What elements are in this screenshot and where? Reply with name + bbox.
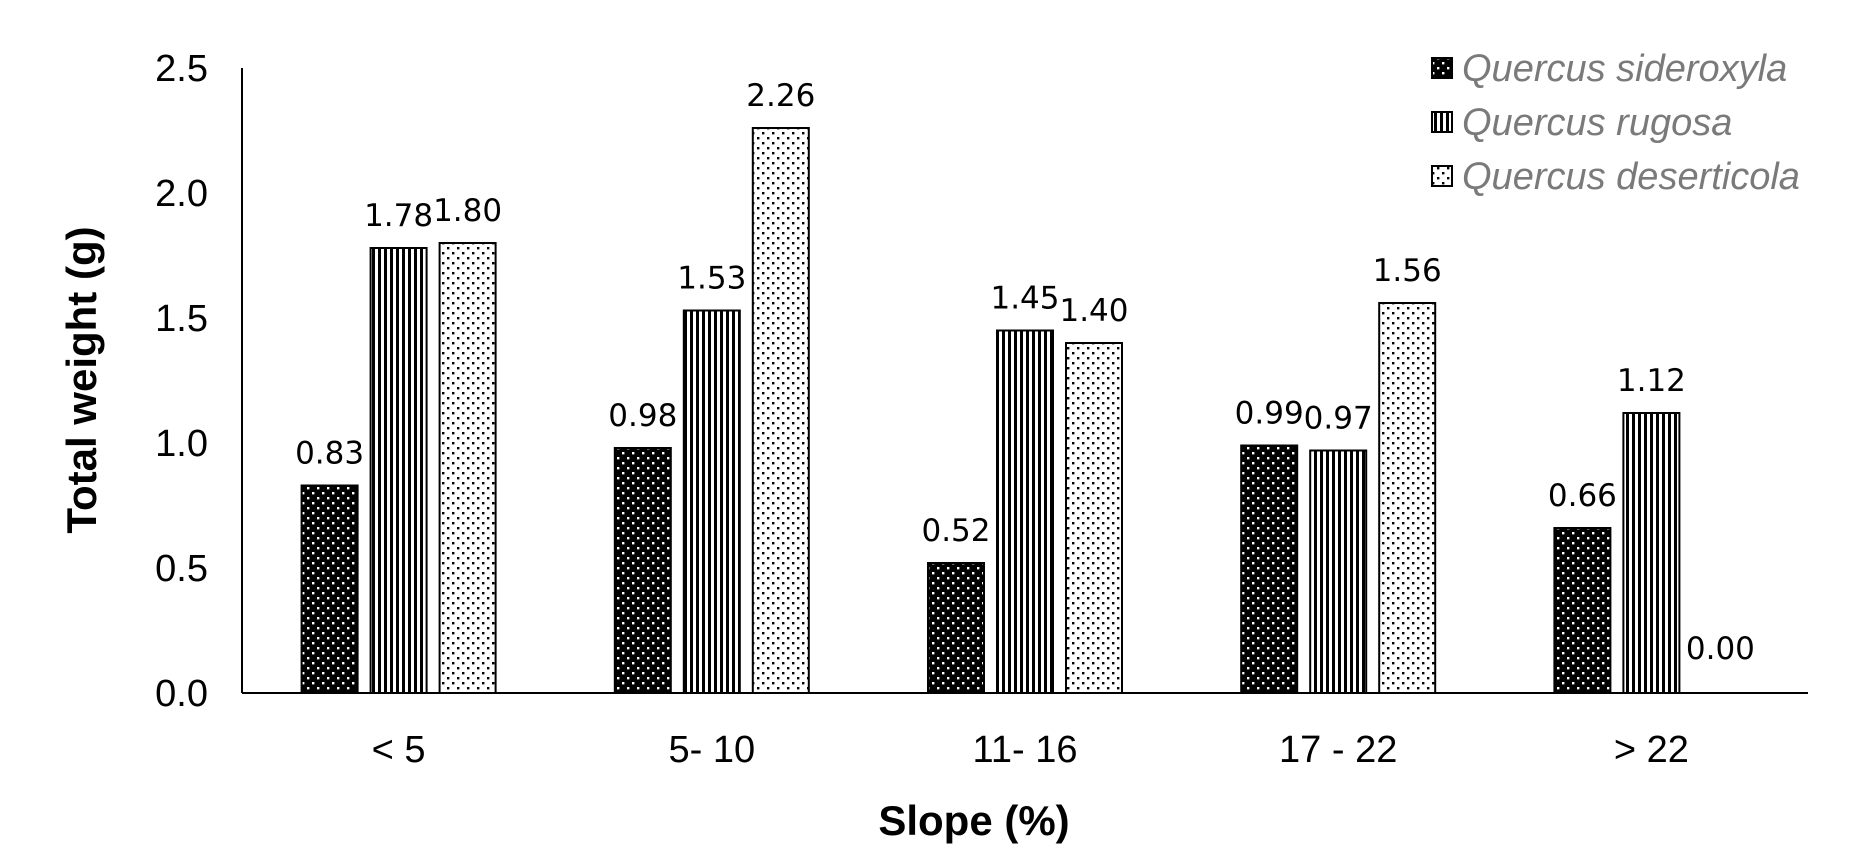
x-tick-label: 11- 16 (973, 729, 1078, 771)
y-tick-label: 0.0 (155, 673, 208, 715)
bar-quercus-rugosa-4 (1309, 449, 1368, 694)
bar-quercus-deserticola-4 (1378, 302, 1437, 694)
bar-quercus-sideroxyla-1 (300, 484, 359, 694)
data-label-quercus-rugosa-4: 0.97 (1304, 401, 1373, 437)
bar-quercus-deserticola-1 (438, 242, 497, 694)
bar-quercus-sideroxyla-3 (927, 562, 985, 694)
data-label-quercus-deserticola-4: 1.56 (1373, 253, 1442, 289)
legend-label-quercus-rugosa: Quercus rugosa (1462, 102, 1732, 144)
y-axis-title: Total weight (g) (58, 226, 105, 533)
bar-quercus-rugosa-3 (996, 329, 1054, 694)
bar-quercus-deserticola-3 (1065, 342, 1123, 694)
data-label-quercus-rugosa-1: 1.78 (364, 198, 433, 234)
legend-label-quercus-deserticola: Quercus deserticola (1462, 156, 1800, 198)
y-tick-labels: 0.0 0.5 1.0 1.5 2.0 2.5 (155, 48, 208, 715)
x-axis-title: Slope (%) (878, 797, 1069, 844)
bar-quercus-sideroxyla-5 (1553, 527, 1612, 694)
data-label-quercus-rugosa-3: 1.45 (990, 281, 1059, 317)
x-tick-label: 17 - 22 (1279, 729, 1397, 771)
legend: Quercus sideroxyla Quercus rugosa Quercus … (1431, 48, 1800, 198)
x-tick-label: 5- 10 (668, 729, 755, 771)
data-label-quercus-deserticola-2: 2.26 (746, 78, 815, 114)
x-tick-label: > 22 (1614, 729, 1689, 771)
y-tick-label: 2.0 (155, 173, 208, 215)
y-tick-label: 1.5 (155, 298, 208, 340)
y-tick-label: 2.5 (155, 48, 208, 90)
data-label-quercus-sideroxyla-5: 0.66 (1548, 478, 1617, 514)
bar-quercus-rugosa-5 (1622, 412, 1681, 694)
data-label-quercus-deserticola-1: 1.80 (433, 193, 502, 229)
data-label-quercus-deserticola-5: 0.00 (1686, 631, 1755, 667)
legend-swatch-quercus-sideroxyla (1431, 57, 1453, 79)
y-tick-label: 1.0 (155, 423, 208, 465)
legend-swatch-quercus-rugosa (1431, 111, 1453, 133)
data-label-quercus-deserticola-3: 1.40 (1059, 293, 1128, 329)
bar-quercus-rugosa-1 (369, 247, 428, 694)
x-tick-label: < 5 (372, 729, 426, 771)
data-label-quercus-sideroxyla-2: 0.98 (608, 398, 677, 434)
data-label-quercus-rugosa-5: 1.12 (1617, 363, 1686, 399)
bar-quercus-deserticola-2 (751, 127, 810, 694)
legend-label-quercus-sideroxyla: Quercus sideroxyla (1462, 48, 1787, 90)
x-tick-labels: < 5 5- 10 11- 16 17 - 22 > 22 (372, 729, 1689, 771)
data-label-quercus-sideroxyla-1: 0.83 (295, 436, 364, 472)
data-label-quercus-sideroxyla-3: 0.52 (921, 513, 990, 549)
bar-quercus-rugosa-2 (682, 309, 741, 694)
bars-layer (300, 127, 1681, 694)
data-labels-layer: 0.83 1.78 1.80 0.98 1.53 2.26 0.52 1.45 1.40 0.99… (295, 78, 1755, 667)
data-label-quercus-rugosa-2: 1.53 (677, 261, 746, 297)
legend-swatch-quercus-deserticola (1431, 165, 1453, 187)
bar-quercus-sideroxyla-4 (1240, 444, 1299, 694)
y-tick-label: 0.5 (155, 548, 208, 590)
data-label-quercus-sideroxyla-4: 0.99 (1235, 396, 1304, 432)
bar-quercus-sideroxyla-2 (613, 447, 672, 694)
